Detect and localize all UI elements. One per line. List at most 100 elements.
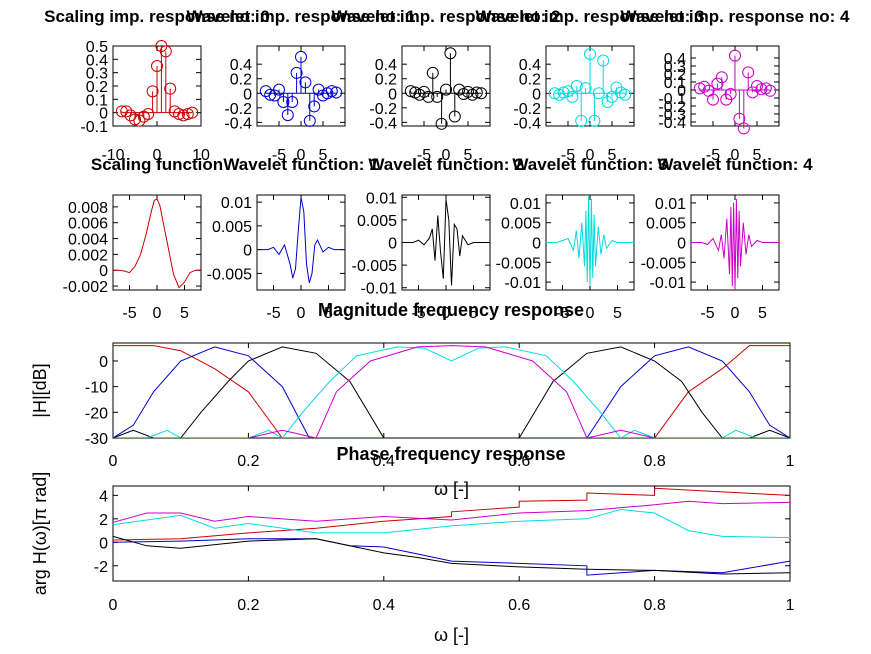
stem-marker (129, 113, 141, 126)
y-tick-label: -30 (85, 431, 108, 448)
x-tick-label: -5 (272, 147, 286, 164)
stem-marker (764, 84, 777, 97)
y-tick-label: 0.4 (86, 52, 108, 69)
y-tick-label: 0.005 (501, 216, 541, 233)
stem-marker (435, 117, 448, 130)
stem-marker (281, 109, 294, 122)
y-tick-label: -0.4 (513, 115, 541, 132)
x-tick-label: 0.2 (237, 597, 259, 614)
y-tick-label: -0.005 (496, 255, 541, 272)
y-tick-label: 0 (99, 354, 108, 371)
y-tick-label: 0 (243, 86, 252, 103)
x-tick-label: 5 (758, 305, 767, 322)
x-tick-label: 0 (586, 305, 595, 322)
y-tick-label: 0.5 (86, 39, 108, 56)
plot-title: Wavelet imp. response no: 1 (187, 7, 416, 26)
y-tick-label: 0 (99, 263, 108, 280)
stem-marker (698, 80, 711, 93)
stem-marker (444, 47, 457, 60)
y-tick-label: 0 (677, 236, 686, 253)
plot-frame (112, 485, 791, 582)
y-axis-label: |H|[dB] (30, 363, 50, 417)
function-curve (113, 198, 201, 289)
stem-marker (308, 100, 321, 113)
y-tick-label: 4 (99, 488, 108, 505)
stem-marker (177, 109, 190, 122)
stem-marker (142, 108, 155, 120)
y-tick-label: -0.3 (658, 107, 686, 124)
x-tick-label: -10 (101, 147, 124, 164)
y-tick-label: 0.2 (375, 72, 397, 89)
plot-title: Wavelet function: 1 (223, 155, 378, 174)
stem-marker (299, 76, 312, 89)
phase-plot: -2 0 2 4 0 0.2 0.4 0.6 0.8 1 Phase frequency respo… (30, 444, 795, 645)
stem-marker (295, 50, 307, 63)
x-axis-label: ω [-] (434, 625, 469, 645)
stem-marker (264, 88, 277, 101)
stem-marker (164, 82, 177, 95)
y-tick-label: 0.1 (664, 75, 686, 92)
x-tick-label: 0 (109, 453, 118, 470)
x-tick-label: -5 (700, 305, 714, 322)
y-tick-label: -20 (85, 405, 108, 422)
plot-title: Wavelet function: 3 (512, 155, 667, 174)
x-tick-label: 5 (319, 147, 328, 164)
stem-marker (146, 85, 159, 98)
stem-marker (742, 66, 755, 79)
x-tick-label: 5 (608, 147, 617, 164)
y-tick-label: -0.005 (207, 266, 252, 283)
series-line-wavelet3 (113, 508, 790, 539)
series-line-wavelet2 (113, 346, 790, 438)
x-tick-label: 0.2 (237, 453, 259, 470)
stem-marker (566, 90, 579, 103)
function-curve (691, 198, 779, 291)
y-tick-label: 0.3 (86, 66, 108, 83)
y-tick-label: -0.4 (369, 115, 397, 132)
y-axis-label: arg H(ω)[π rad] (30, 472, 50, 596)
y-tick-label: -0.4 (224, 115, 252, 132)
y-tick-label: -0.2 (369, 101, 397, 118)
x-tick-label: 0.4 (373, 597, 395, 614)
y-tick-label: 0.4 (664, 51, 686, 68)
y-tick-label: -0.1 (80, 119, 108, 136)
y-tick-label: 0.2 (519, 72, 541, 89)
magnitude-plot: -30 -20 -10 0 0 0.2 0.4 0.6 0.8 1 Magnitude freque… (30, 300, 795, 499)
y-tick-label: 0.3 (664, 59, 686, 76)
plot-title: Scaling function (91, 155, 223, 174)
x-tick-label: 0.4 (373, 453, 395, 470)
stem-plot-4: -0.4-0.3-0.2-0.100.10.20.30.4-5 0 5Wavelet… (621, 7, 850, 164)
plot-frame (256, 194, 346, 291)
y-tick-label: 0.005 (646, 216, 686, 233)
x-tick-label: 5 (180, 305, 189, 322)
function-curve (257, 197, 345, 284)
stem-marker (579, 82, 592, 95)
stem-marker (715, 71, 728, 84)
function-plot-1: -0.005 0 0.005 0.01 -5 0 5 Wavelet function: 1 (207, 155, 379, 322)
x-tick-label: 0 (731, 147, 740, 164)
function-plot-4: -0.01 -0.005 0 0.005 0.01 -5 0 5 Wavelet functio… (641, 155, 814, 322)
plot-title: Scaling imp. response no: 0 (44, 7, 270, 26)
stem-marker (124, 109, 137, 122)
x-tick-label: -5 (411, 305, 425, 322)
stem-marker (597, 54, 610, 67)
x-tick-label: 0.8 (643, 453, 665, 470)
x-tick-label: 5 (753, 147, 762, 164)
y-tick-label: 0 (388, 86, 397, 103)
y-tick-label: -0.2 (224, 101, 252, 118)
stem-marker (475, 87, 488, 100)
stem-marker (453, 83, 466, 96)
x-tick-label: 0 (153, 147, 162, 164)
y-tick-label: 0.01 (221, 195, 252, 212)
stem-marker (186, 106, 199, 119)
stem-marker (619, 88, 632, 101)
series-line-wavelet3 (113, 346, 790, 438)
y-tick-label: 0 (388, 236, 397, 253)
y-tick-label: 0.005 (357, 213, 397, 230)
plot-title: Phase frequency response (336, 444, 565, 464)
x-tick-label: 1 (786, 453, 795, 470)
y-tick-label: 0.01 (510, 196, 541, 213)
stem-marker (173, 108, 185, 120)
y-tick-label: -0.01 (361, 281, 398, 298)
